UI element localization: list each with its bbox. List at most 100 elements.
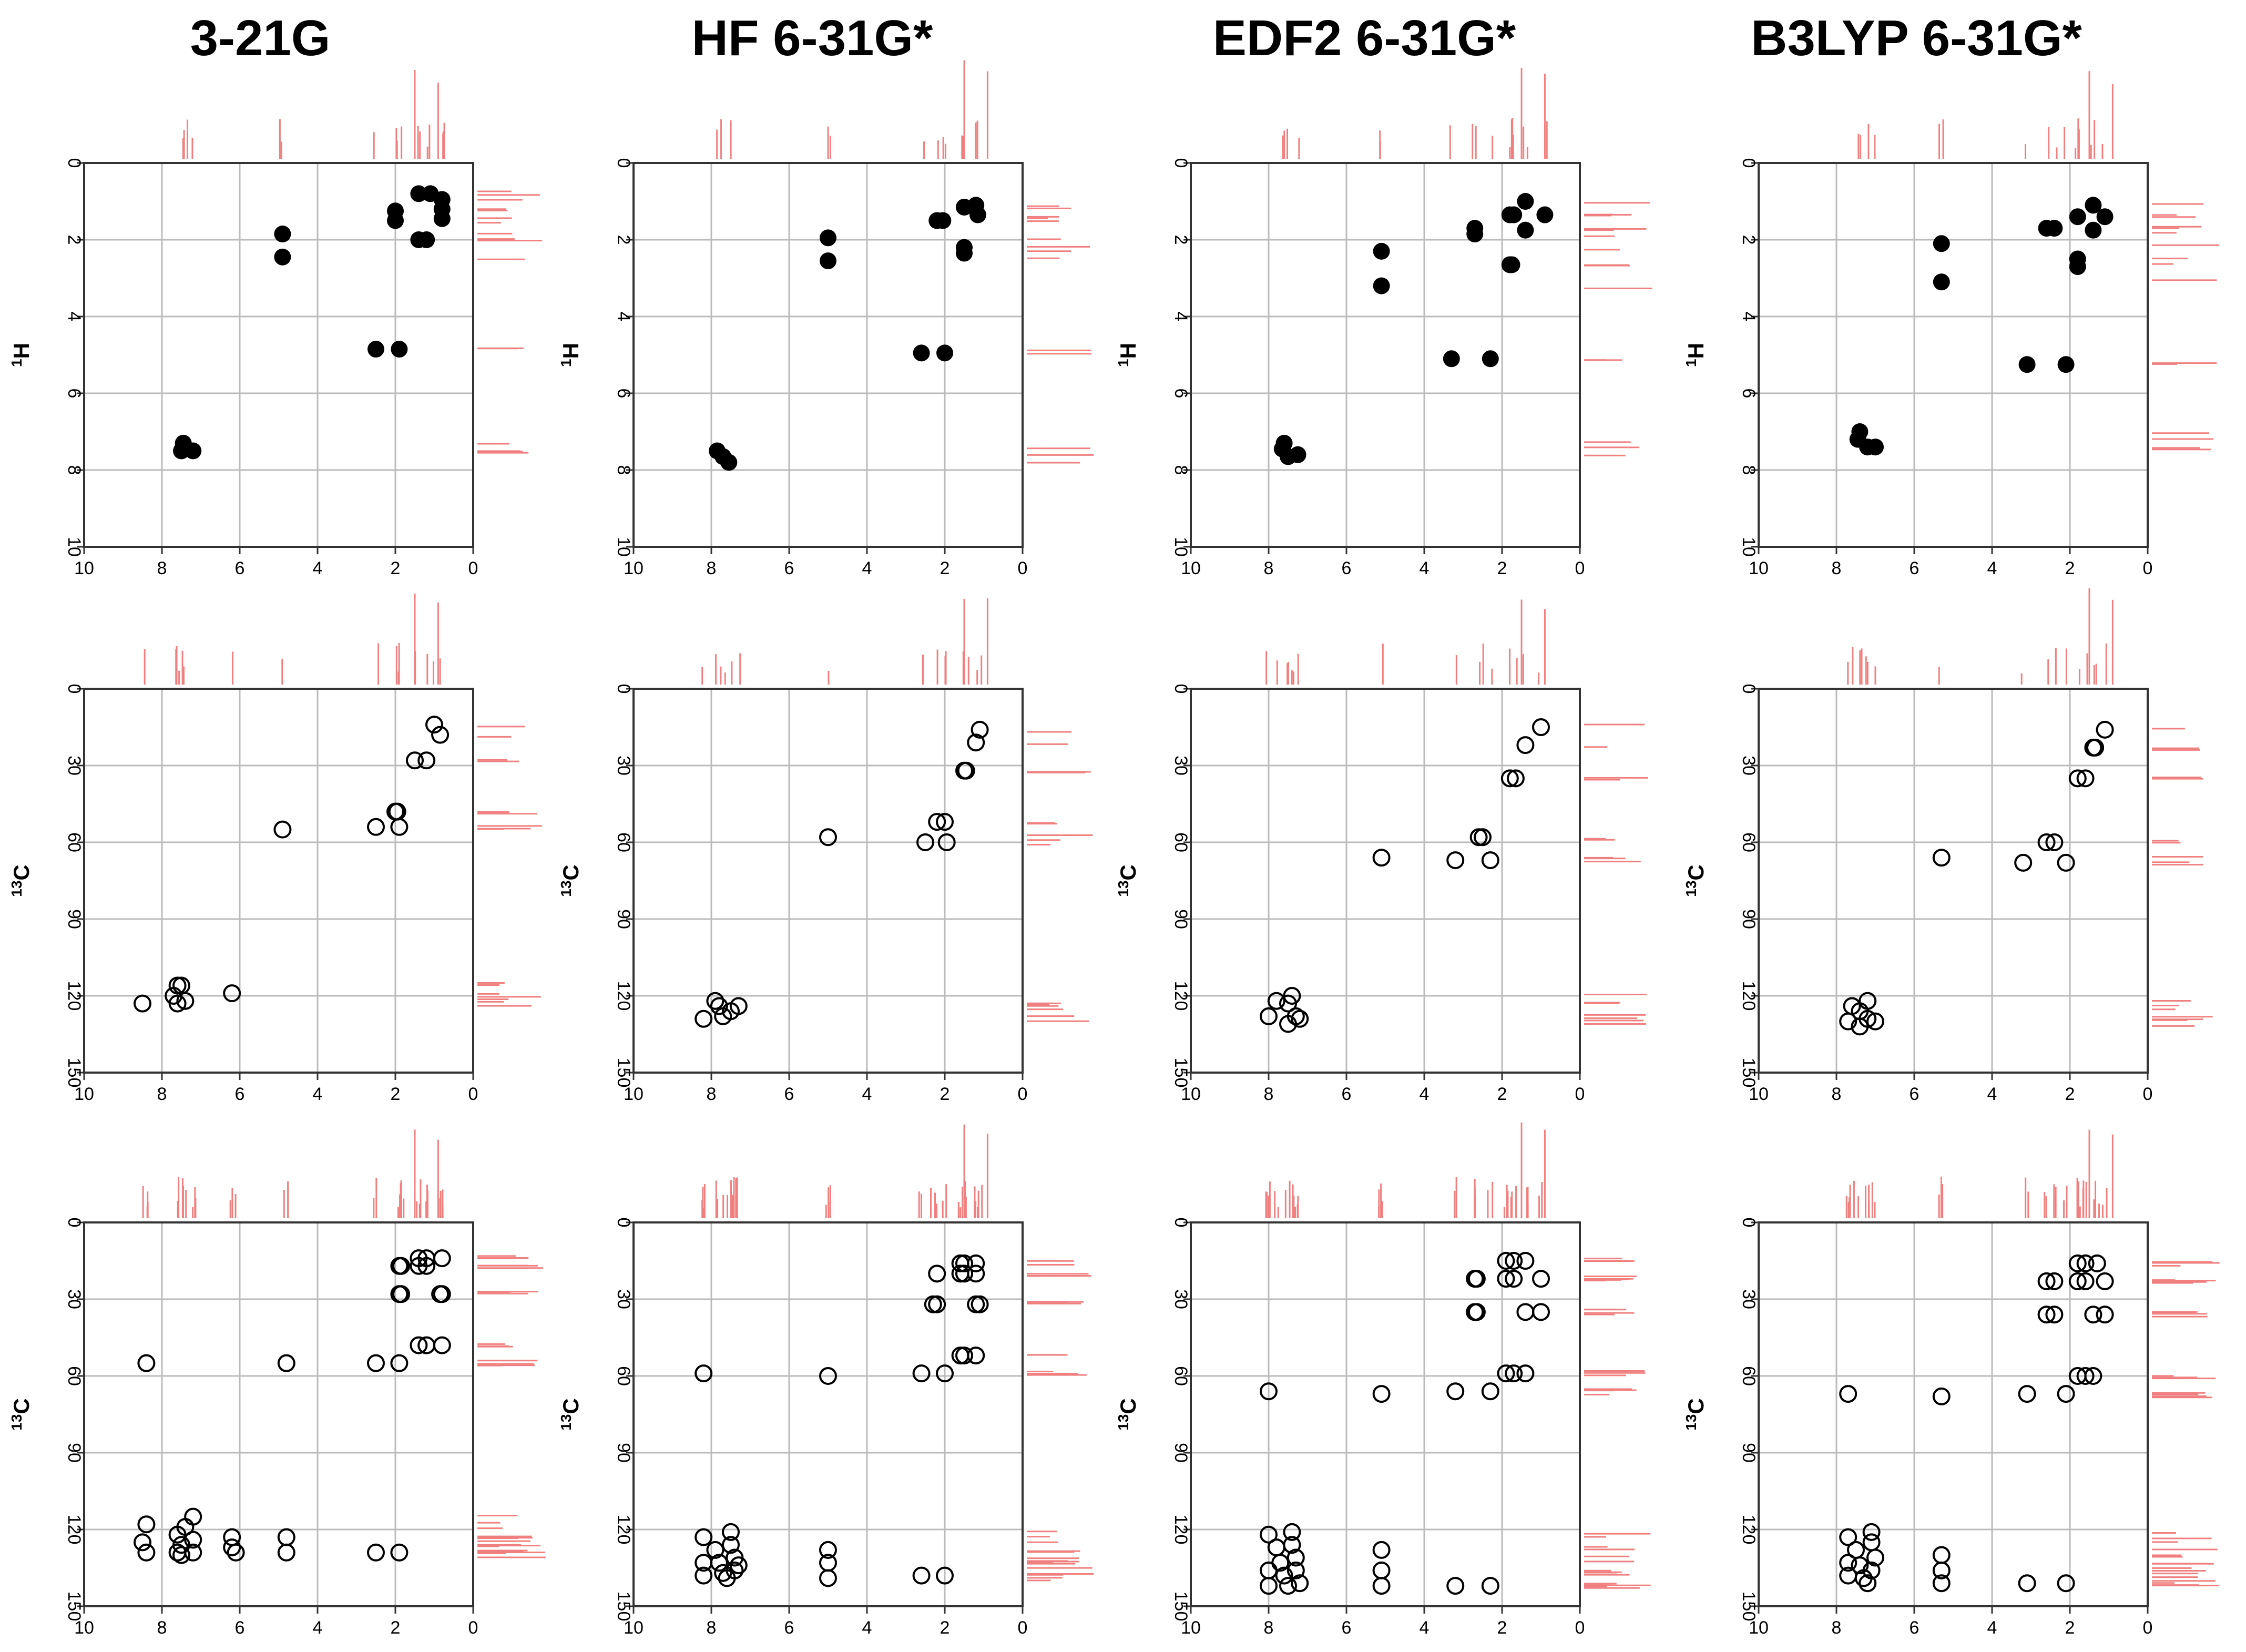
data-point-open [2037, 1272, 2056, 1290]
x-tick-label: 0 [1018, 1618, 1028, 1638]
data-point-open [1283, 1523, 1301, 1541]
y-tick-label: 0 [614, 158, 634, 168]
data-point-open [695, 1566, 713, 1585]
plot-frame [1758, 162, 2149, 548]
data-point-open [1287, 1548, 1305, 1567]
data-point-filled [936, 344, 953, 362]
data-point-open [137, 1543, 156, 1562]
y-tick-label: 120 [614, 981, 634, 1011]
data-point-filled [1503, 256, 1520, 273]
x-tick-label: 10 [1749, 1618, 1769, 1638]
data-point-open [1283, 987, 1301, 1005]
x-tick-label: 10 [1749, 558, 1769, 578]
data-point-open [425, 716, 443, 734]
data-point-filled [418, 231, 435, 248]
column-title-4: B3LYP 6-31G* [1751, 10, 2082, 66]
data-point-filled [1373, 242, 1390, 260]
y-tick-label: 30 [1171, 756, 1191, 776]
data-point-open [277, 1354, 295, 1372]
scatter-panel-r1c3: 10 8 6 4 2 0 0 2 4 6 8 10 1H [1115, 68, 1652, 578]
y-tick-label: 120 [1171, 981, 1191, 1011]
y-tick-label: 120 [1739, 981, 1759, 1011]
data-point-open [137, 1354, 156, 1372]
data-point-filled [1933, 235, 1950, 252]
x-tick-label: 6 [235, 558, 245, 578]
scatter-panel-r2c1: 10 8 6 4 2 0 0 30 60 90 120 150 13C [8, 593, 542, 1104]
y-tick-label: 6 [614, 389, 634, 399]
y-tick-label: 4 [614, 312, 634, 322]
y-tick-label: 8 [1739, 465, 1759, 475]
y-axis-label-isotope: 1 [558, 359, 574, 367]
data-point-open [710, 1554, 728, 1572]
data-point-open [912, 1566, 931, 1585]
plot-frame [632, 1221, 1024, 1607]
x-tick-label: 6 [1910, 1618, 1920, 1638]
data-point-open [1516, 736, 1535, 754]
y-tick-label: 0 [64, 1218, 84, 1228]
data-point-open [967, 733, 985, 752]
data-point-open [168, 994, 187, 1013]
data-point-open [2018, 1574, 2036, 1593]
data-point-open [1862, 1561, 1881, 1579]
data-point-open [392, 1257, 411, 1275]
scatter-panel-r3c4: 10 8 6 4 2 0 0 30 60 90 120 150 13C [1683, 1129, 2220, 1638]
data-point-open [172, 976, 190, 995]
x-tick-label: 8 [1264, 1084, 1274, 1104]
data-point-open [2076, 1254, 2095, 1272]
x-tick-label: 4 [862, 1618, 872, 1638]
x-tick-label: 4 [1420, 1084, 1430, 1104]
data-point-filled [185, 442, 202, 460]
data-point-open [2037, 1306, 2056, 1324]
data-point-open [2045, 1272, 2064, 1290]
data-point-open [417, 1257, 436, 1275]
data-point-filled [934, 212, 952, 229]
data-point-open [819, 828, 837, 847]
data-point-open [1932, 1574, 1951, 1593]
data-point-filled [1505, 206, 1523, 223]
data-point-open [1372, 1577, 1391, 1595]
y-tick-label: 120 [64, 1515, 84, 1545]
x-tick-label: 6 [784, 1084, 794, 1104]
x-tick-label: 4 [1987, 1084, 1997, 1104]
data-point-open [1467, 1270, 1486, 1288]
y-axis-label-element: C [1116, 864, 1140, 880]
data-point-open [1481, 1577, 1499, 1595]
data-point-open [928, 1265, 946, 1283]
data-point-open [184, 1507, 202, 1526]
y-axis-label-isotope: 1 [1683, 359, 1699, 367]
data-point-open [1505, 1364, 1523, 1383]
y-tick-label: 120 [1739, 1515, 1759, 1545]
y-tick-label: 90 [614, 1443, 634, 1463]
data-point-open [2076, 1272, 2095, 1290]
y-tick-label: 30 [64, 1289, 84, 1309]
data-point-open [1851, 1556, 1869, 1575]
data-point-filled [1373, 277, 1390, 294]
y-axis-label: 13C [8, 864, 34, 897]
data-point-open [819, 1569, 837, 1587]
data-point-open [223, 984, 241, 1003]
data-point-open [2084, 1367, 2102, 1385]
y-tick-label: 2 [1739, 235, 1759, 245]
data-point-filled [367, 341, 384, 358]
data-point-open [134, 1533, 151, 1552]
y-tick-label: 8 [64, 465, 84, 475]
y-axis-label-isotope: 13 [1683, 881, 1699, 897]
data-point-filled [2046, 220, 2063, 237]
y-tick-label: 0 [614, 684, 634, 694]
x-tick-label: 10 [74, 1084, 94, 1104]
y-axis-label: 13C [1683, 864, 1708, 897]
data-point-open [1267, 992, 1285, 1010]
x-tick-label: 8 [1264, 1618, 1274, 1638]
data-point-open [714, 1564, 732, 1582]
data-point-open [2057, 1385, 2075, 1403]
data-point-open [1279, 1015, 1297, 1033]
data-point-open [1859, 1574, 1877, 1593]
data-point-open [1862, 1523, 1881, 1541]
y-tick-label: 0 [1171, 684, 1191, 694]
x-tick-label: 2 [940, 558, 950, 578]
data-point-open [1279, 1577, 1297, 1595]
data-point-open [1862, 1533, 1881, 1552]
data-point-open [277, 1543, 295, 1562]
y-tick-label: 150 [1171, 1592, 1191, 1622]
x-tick-label: 10 [1181, 558, 1201, 578]
